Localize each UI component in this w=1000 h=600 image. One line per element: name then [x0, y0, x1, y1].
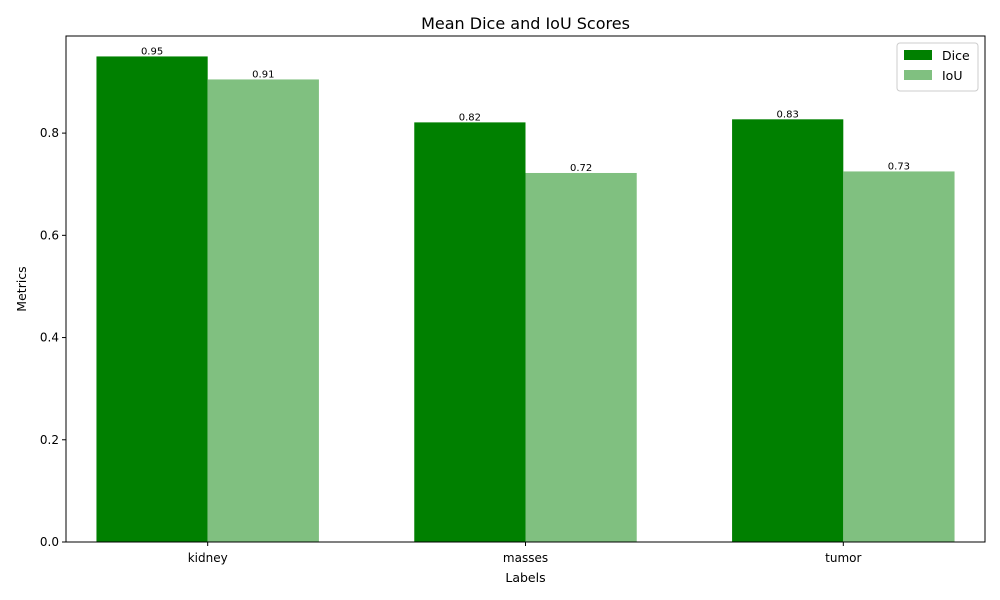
bar-value-label: 0.95: [141, 46, 163, 57]
bars-group: [96, 56, 955, 543]
y-tick-label: 0.4: [40, 331, 59, 345]
bar-value-label: 0.73: [888, 161, 910, 172]
bar-value-label: 0.83: [777, 109, 799, 120]
bar-iou-masses: [525, 172, 637, 543]
legend-swatch-dice: [904, 50, 932, 60]
bar-dice-kidney: [96, 56, 208, 542]
y-tick-label: 0.0: [40, 535, 59, 549]
bar-iou-kidney: [207, 79, 319, 542]
legend-swatch-iou: [904, 70, 932, 80]
x-tick-label: kidney: [188, 551, 228, 565]
x-tick-label: masses: [503, 551, 548, 565]
legend-label-iou: IoU: [942, 68, 962, 83]
y-axis: 0.0 0.2 0.4 0.6 0.8: [40, 126, 66, 549]
chart-title: Mean Dice and IoU Scores: [421, 14, 630, 33]
y-axis-label: Metrics: [14, 266, 29, 311]
x-tick-label: tumor: [825, 551, 861, 565]
bar-labels-group: 0.95 0.82 0.83 0.91 0.72 0.73: [141, 46, 910, 174]
bar-value-label: 0.91: [252, 69, 274, 80]
bar-dice-tumor: [732, 119, 844, 542]
legend: Dice IoU: [896, 42, 979, 92]
y-tick-label: 0.2: [40, 433, 59, 447]
bar-value-label: 0.72: [570, 163, 592, 174]
legend-label-dice: Dice: [942, 48, 970, 63]
plot-frame: [65, 35, 986, 543]
x-axis-label: Labels: [505, 570, 545, 585]
bar-dice-masses: [414, 122, 526, 542]
x-axis: kidney masses tumor: [188, 542, 862, 565]
bar-value-label: 0.82: [459, 112, 481, 123]
y-tick-label: 0.8: [40, 126, 59, 140]
bar-iou-tumor: [843, 171, 955, 542]
y-tick-label: 0.6: [40, 228, 59, 242]
